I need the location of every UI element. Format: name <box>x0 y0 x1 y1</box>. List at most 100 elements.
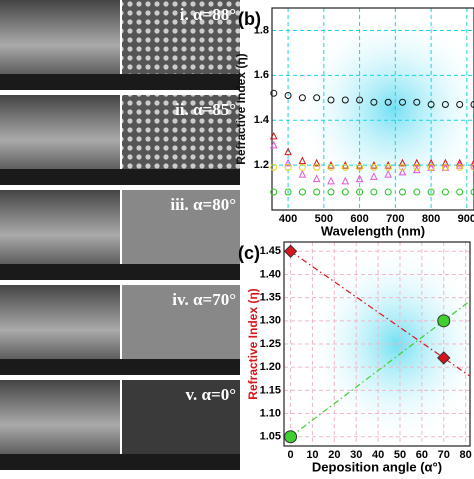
data-point <box>298 188 306 196</box>
data-point <box>398 167 407 176</box>
data-point <box>370 172 378 180</box>
sem-top-view <box>122 285 240 359</box>
data-point <box>470 101 474 109</box>
sem-label: iii. α=80° <box>170 195 236 214</box>
data-point <box>284 430 298 444</box>
data-point <box>441 158 450 167</box>
data-point <box>356 96 364 104</box>
x-tick-label: 20 <box>328 449 340 461</box>
data-point <box>437 314 451 328</box>
data-point <box>413 98 421 106</box>
x-tick-label: 30 <box>350 449 362 461</box>
y-tick-label: 1.6 <box>254 69 269 81</box>
trend-line <box>290 250 471 377</box>
data-point <box>370 98 378 106</box>
data-point <box>456 188 464 196</box>
x-tick-label: 60 <box>416 449 428 461</box>
data-point <box>298 163 306 171</box>
data-point <box>327 188 335 196</box>
data-point <box>441 163 449 171</box>
y-tick-label: 1.8 <box>254 24 269 36</box>
sem-info-bar <box>0 264 240 280</box>
data-point <box>356 188 364 196</box>
y-tick-label: 1.25 <box>260 338 281 350</box>
data-point <box>284 92 292 100</box>
data-point <box>427 188 435 196</box>
sem-label: i. α=88° <box>180 5 236 24</box>
trend-line <box>290 300 471 438</box>
y-tick-label: 1.05 <box>260 431 281 443</box>
data-point <box>298 156 307 165</box>
data-point <box>313 188 321 196</box>
x-tick-label: 80 <box>459 449 471 461</box>
y-tick-label: 1.2 <box>254 159 269 171</box>
data-point <box>298 169 307 178</box>
y-tick-label: 1.35 <box>260 292 281 304</box>
data-point <box>341 188 349 196</box>
data-point <box>470 188 474 196</box>
sem-info-bar <box>0 359 240 375</box>
data-point <box>284 163 292 171</box>
y-axis-label: Refractive Index (η) <box>234 53 248 164</box>
plot-frame <box>271 7 474 211</box>
data-point <box>313 163 321 171</box>
data-point <box>427 101 435 109</box>
data-point <box>283 244 298 258</box>
y-axis-label: Refractive Index (η) <box>246 288 260 399</box>
data-point <box>441 188 449 196</box>
data-point <box>456 101 464 109</box>
plot-glow <box>292 8 474 210</box>
y-tick-label: 1.4 <box>254 114 270 126</box>
data-point <box>370 163 378 171</box>
data-point <box>312 174 321 183</box>
x-tick-label: 40 <box>372 449 384 461</box>
data-point <box>327 163 335 171</box>
y-tick-label: 1.20 <box>260 361 281 373</box>
data-point <box>356 163 364 171</box>
panel-label: (c) <box>238 243 260 263</box>
data-point <box>398 158 407 167</box>
data-point <box>370 188 378 196</box>
data-point <box>413 163 421 171</box>
sem-top-view <box>122 0 240 74</box>
data-point <box>284 188 292 196</box>
sem-info-bar <box>0 74 240 90</box>
y-tick-label: 1.30 <box>260 315 281 327</box>
data-point <box>270 89 278 97</box>
x-tick-label: 0 <box>288 449 294 461</box>
data-point <box>441 101 449 109</box>
data-point <box>384 169 393 178</box>
data-point <box>427 158 435 167</box>
sem-info-bar <box>0 454 240 470</box>
x-tick-label: 700 <box>386 213 404 225</box>
data-point <box>269 140 278 149</box>
plot-frame <box>283 241 471 447</box>
sem-info-bar <box>0 169 240 185</box>
sem-label: iv. α=70° <box>172 290 236 309</box>
data-point <box>284 158 292 167</box>
data-point <box>327 96 335 104</box>
data-point <box>470 163 474 171</box>
x-tick-label: 10 <box>306 449 318 461</box>
panel-label: (b) <box>238 9 261 29</box>
data-point <box>470 158 474 167</box>
y-tick-label: 1.10 <box>260 407 281 419</box>
sem-top-view <box>122 95 240 169</box>
data-point <box>384 188 392 196</box>
data-point <box>437 351 451 365</box>
data-point <box>427 163 435 171</box>
y-tick-label: 1.15 <box>260 384 281 396</box>
data-point <box>384 98 392 106</box>
data-point <box>398 188 406 196</box>
x-tick-label: 400 <box>279 213 297 225</box>
data-point <box>384 163 392 171</box>
sem-top-view <box>122 190 240 264</box>
data-point <box>398 98 406 106</box>
x-tick-label: 50 <box>394 449 406 461</box>
data-point <box>355 174 364 183</box>
sem-top-view <box>122 380 240 454</box>
y-tick-label: 1.40 <box>260 268 281 280</box>
x-tick-label: 500 <box>315 213 333 225</box>
